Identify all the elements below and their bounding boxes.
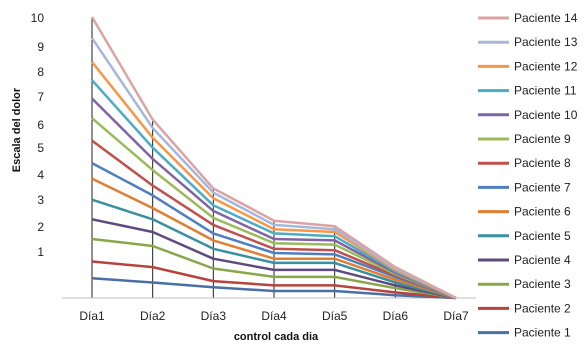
series-line [91,218,457,300]
series-line [91,117,457,300]
y-tick-label: 3 [37,193,44,207]
legend-label: Paciente 3 [514,277,571,291]
y-tick-label: 6 [37,118,44,132]
series-line [91,277,457,300]
legend-label: Paciente 9 [514,132,571,146]
x-tick-label: Día4 [261,309,287,323]
y-tick-label: 5 [37,141,44,155]
series-line [91,161,457,300]
legend-label: Paciente 12 [514,59,578,73]
series-line [91,139,457,300]
y-tick-label: 1 [37,245,44,259]
series-line [91,61,457,300]
series-line [90,16,457,300]
y-axis-ticks: 1 2 3 4 5 6 7 8 9 10 [31,11,45,259]
x-axis-ticks: Día1 Día2 Día3 Día4 Día5 Día6 Día7 [79,309,469,323]
series-line [91,97,457,300]
y-tick-label: 10 [31,11,45,25]
legend-label: Paciente 5 [514,229,571,243]
legend-label: Paciente 1 [514,326,571,340]
y-tick-label: 8 [37,65,44,79]
x-tick-label: Día7 [443,309,469,323]
legend-label: Paciente 2 [514,301,571,315]
legend-label: Paciente 4 [514,253,571,267]
legend-label: Paciente 11 [514,84,577,98]
legend-label: Paciente 7 [514,180,571,194]
series-line [91,237,457,300]
y-tick-label: 4 [37,168,44,182]
legend-label: Paciente 8 [514,156,571,170]
y-tick-label: 2 [37,220,44,234]
x-tick-label: Día5 [322,309,348,323]
legend-label: Paciente 13 [514,35,578,49]
series-line [91,79,457,300]
y-tick-label: 7 [37,90,44,104]
series-line [91,260,457,300]
x-tick-label: Día6 [383,309,409,323]
series-line [91,198,457,300]
x-tick-label: Día2 [140,309,166,323]
y-tick-label: 9 [37,40,44,54]
x-tick-label: Día1 [79,309,105,323]
x-tick-label: Día3 [201,309,227,323]
legend: Paciente 14 Paciente 13 Paciente 12 Pacient… [478,11,578,340]
legend-label: Paciente 14 [514,11,578,25]
legend-label: Paciente 6 [514,205,571,219]
series-line [91,177,457,300]
legend-label: Paciente 10 [514,108,578,122]
x-axis-label: control cada dia [234,331,319,343]
y-axis-label: Escala del dolor [11,87,23,172]
series-lines [90,16,457,300]
